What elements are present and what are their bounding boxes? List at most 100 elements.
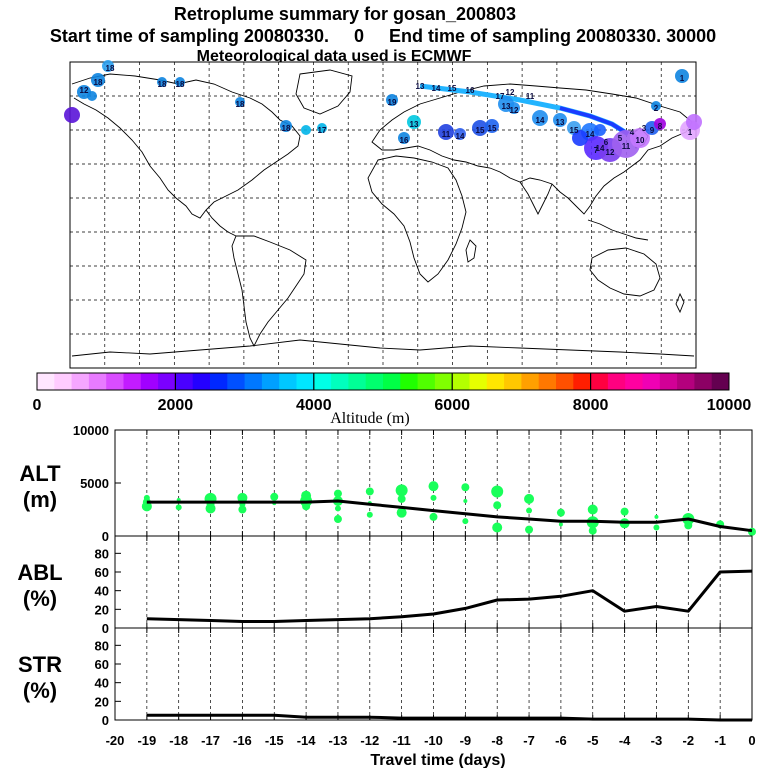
colorbar-cell [538,373,557,390]
colorbar-cell [140,373,159,390]
colorbar-cell [296,373,315,390]
alt-scatter-point [238,505,247,514]
plume-age-label: 16 [466,86,475,95]
coastline-greenland [295,69,353,115]
colorbar-cell [123,373,142,390]
plume-blob [175,77,185,87]
coastline-new-zealand [675,292,685,314]
plume-age-label: 12 [80,86,89,95]
alt-scatter-point [302,502,311,511]
colorbar-ticks: 0 2000 4000 6000 8000 10000 [33,373,751,414]
colorbar-cell [694,373,713,390]
panel-str: 80 60 40 20 0 STR(%) [18,627,753,728]
plume-age-label: 11 [526,92,535,101]
panel-alt: 10000 5000 0 ALT(m) [19,423,756,544]
y-tick-label: 60 [95,565,109,580]
panel-ylabel-bottom: (%) [23,678,57,703]
chart-title: Retroplume summary for gosan_200803 [174,4,516,24]
plume-blob [280,120,292,132]
coastline-madagascar [465,239,477,263]
plume-blob [553,113,567,127]
plume-age-label: 15 [476,126,485,135]
plume-age-label: 12 [506,88,515,97]
x-tick-label: -11 [393,733,411,748]
plume-age-label: 10 [636,136,645,145]
plume-age-label: 8 [658,122,663,131]
coastline-india [519,181,553,216]
plume-blob [651,101,661,111]
alt-scatter-point [366,511,373,518]
x-tick-label: -16 [233,733,252,748]
plume-blob [87,91,97,101]
plume-age-label: 13 [502,102,511,111]
x-tick-label: -18 [169,733,188,748]
colorbar-cell [677,373,695,390]
plume-age-label: 17 [496,92,505,101]
plume-blob [91,73,105,87]
alt-scatter-point [396,507,407,518]
colorbar-cell [521,373,540,390]
colorbar-cell [313,373,332,390]
alt-scatter-point [334,505,341,512]
alt-scatter-point [587,504,598,515]
alt-scatter-point [463,499,468,504]
alt-scatter-point [654,514,659,519]
colorbar-cell [88,373,107,390]
colorbar-cell [556,373,574,390]
alt-scatter-point [461,483,470,492]
plume-band-dark [559,106,630,136]
x-tick-label: -8 [491,733,503,748]
plume-blob [438,124,454,140]
panel-ylabel-top: STR [18,652,62,677]
plume-age-label: 3 [642,124,647,133]
plume-age-label: 14 [596,144,605,153]
x-tick-label: -19 [137,733,156,748]
x-tick-label: -10 [424,733,443,748]
plume-age-label: 14 [536,116,545,125]
plume-blob [301,125,311,135]
x-tick-label: -3 [651,733,663,748]
colorbar-cell [607,373,626,390]
plume-blob [508,102,520,114]
plume-blob [102,60,114,72]
y-tick-label: 80 [95,546,109,561]
plume-age-label: 15 [570,126,579,135]
colorbar-tick-label: 6000 [434,397,470,414]
chart-subtitle: Start time of sampling 20080330. 0 End t… [50,26,716,46]
time-series-panels: 1000050000ALT(m)806040200ABL(%)806040200… [17,423,756,728]
alt-scatter-point [205,503,216,514]
colorbar-cell [711,373,730,390]
coastline-africa [367,155,467,283]
plume-blob [654,118,666,130]
met-data-line: Meteorological data used is ECMWF [197,48,472,65]
alt-scatter-point [684,521,693,530]
panel-ylabel-bottom: (m) [23,487,57,512]
plume-age-label: 18 [106,64,115,73]
plume-age-label: 7 [594,146,599,155]
x-tick-label: -13 [329,733,348,748]
colorbar-label: Altitude (m) [330,410,410,427]
x-tick-label: -7 [523,733,535,748]
x-tick-label: -1 [714,733,726,748]
x-tick-label: -15 [265,733,284,748]
alt-scatter-point [429,512,438,521]
colorbar-cell [383,373,401,390]
colorbar-cell [37,373,55,390]
y-tick-label: 80 [95,638,109,653]
coastline-north-america [71,73,301,219]
x-tick-label: -5 [587,733,599,748]
plume-age-label: 16 [400,136,409,145]
plume-age-label: 9 [650,126,655,135]
plume-blob [454,128,466,140]
plume-age-label: 6 [604,138,609,147]
x-axis-label: Travel time (days) [370,752,505,768]
panel-abl: 80 60 40 20 0 ABL(%) [17,535,753,636]
y-tick-label: 60 [95,657,109,672]
colorbar-cell [71,373,90,390]
alt-scatter-point [141,501,152,512]
x-tick-label: -4 [619,733,631,748]
panel-str-line [146,713,752,722]
coastline-eurasia [371,83,693,215]
